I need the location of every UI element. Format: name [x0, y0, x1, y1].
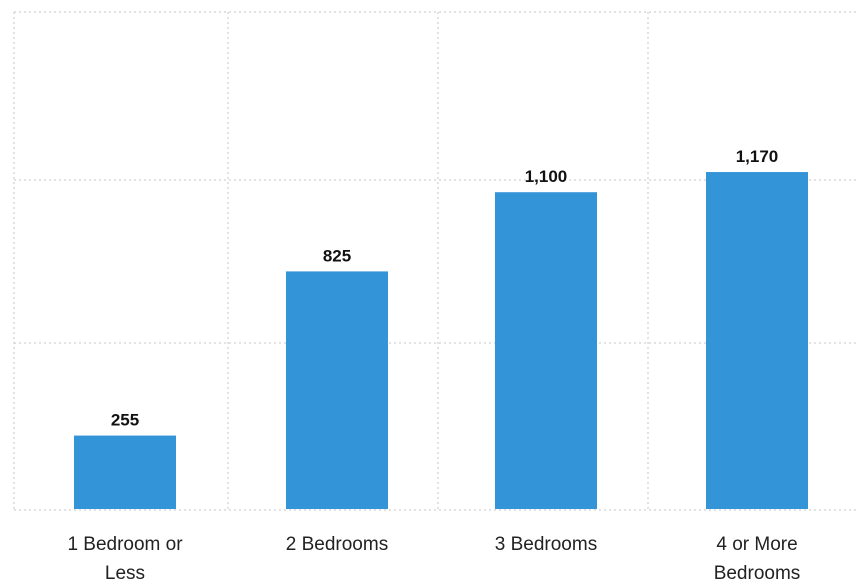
bar-3: [495, 192, 597, 509]
category-label-3: 3 Bedrooms: [495, 534, 597, 555]
value-label-4: 1,170: [736, 147, 779, 166]
category-label-line: 4 or More: [716, 534, 797, 555]
value-label-2: 825: [323, 246, 351, 265]
category-label-line: 2 Bedrooms: [286, 534, 388, 555]
category-label-line: 3 Bedrooms: [495, 534, 597, 555]
bar-1: [74, 435, 176, 509]
value-label-1: 255: [111, 411, 139, 430]
category-label-4: 4 or More Bedrooms: [714, 534, 801, 584]
bar-4: [706, 172, 808, 510]
chart-bars: [74, 172, 808, 510]
chart-grid: [13, 11, 857, 511]
bar-2: [286, 271, 388, 509]
category-label-1: 1 Bedroom or Less: [67, 534, 183, 584]
category-label-2: 2 Bedrooms: [286, 534, 388, 555]
value-label-3: 1,100: [525, 167, 568, 186]
category-label-line: Bedrooms: [714, 563, 801, 584]
chart-category-labels: 1 Bedroom or Less 2 Bedrooms 3 Bedrooms 4 or…: [67, 534, 800, 584]
category-label-line: Less: [105, 563, 145, 584]
category-label-line: 1 Bedroom or: [67, 534, 183, 555]
chart-value-labels: 255 825 1,100 1,170: [111, 147, 778, 430]
